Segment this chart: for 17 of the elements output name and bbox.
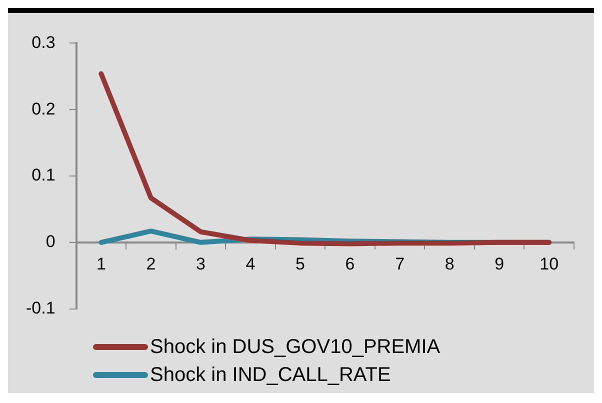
x-tick-label: 10 (540, 254, 559, 274)
x-tick-label: 6 (345, 254, 355, 274)
x-tick-label: 7 (395, 254, 405, 274)
y-tick-label: 0.1 (32, 166, 56, 185)
x-tick-label: 2 (146, 254, 156, 274)
y-tick-label: 0.2 (32, 99, 56, 118)
x-tick-label: 9 (494, 254, 504, 274)
x-tick-label: 8 (444, 254, 454, 274)
y-tick-label: 0.3 (32, 32, 56, 52)
x-tick-label: 3 (196, 254, 206, 274)
x-tick-label: 4 (246, 254, 256, 274)
x-tick-label: 1 (96, 254, 106, 274)
y-tick-label: 0 (46, 232, 56, 252)
y-tick-label: -0.1 (26, 298, 56, 318)
x-tick-label: 5 (296, 254, 305, 274)
legend-label: Shock in IND_CALL_RATE (150, 364, 391, 386)
legend-label: Shock in DUS_GOV10_PREMIA (150, 336, 440, 358)
